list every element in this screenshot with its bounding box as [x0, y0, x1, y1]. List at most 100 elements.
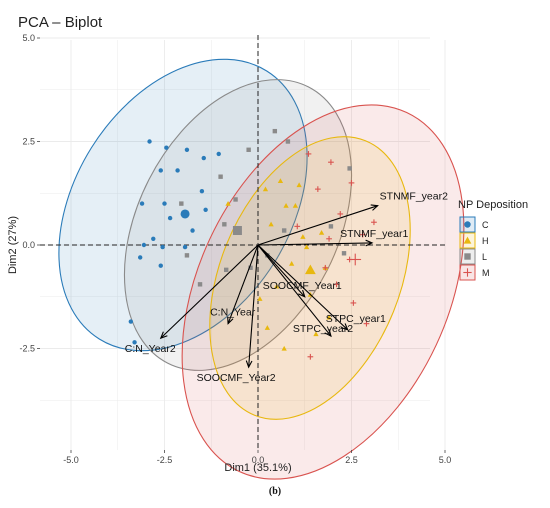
legend-marker-M	[463, 268, 472, 277]
arrowhead-STNMF_year1	[365, 239, 374, 247]
arrow-SOOCMF_Year2	[248, 244, 259, 368]
point-H	[264, 325, 270, 330]
ellipse-H	[209, 136, 411, 420]
centroid-H	[304, 264, 316, 275]
variable-label: STNMF_year1	[340, 228, 408, 240]
sample-points	[128, 128, 377, 360]
point-L	[233, 197, 238, 202]
point-C	[141, 242, 147, 248]
point-H	[313, 331, 319, 337]
legend-label-L: L	[482, 252, 487, 262]
x-tick-label: -5.0	[63, 455, 79, 465]
point-H	[289, 260, 295, 266]
point-L	[347, 166, 352, 171]
point-M	[333, 281, 340, 288]
point-L	[184, 253, 190, 258]
point-M	[307, 353, 314, 360]
point-L	[246, 147, 251, 152]
point-C	[201, 155, 206, 161]
point-C	[128, 319, 134, 324]
point-M	[363, 320, 370, 327]
arrow-STPC_year1	[257, 244, 349, 331]
x-axis-ticks: -5.0 -2.5 0.0 2.5 5.0	[63, 450, 451, 465]
arrow-C:N_Year2	[160, 244, 259, 339]
variable-label: SOOCMF_Year1	[263, 280, 342, 292]
x-tick-label: 2.5	[345, 455, 358, 465]
arrowhead-C:N_Year2	[159, 331, 168, 340]
x-tick-label: -2.5	[157, 455, 173, 465]
legend-label-H: H	[482, 236, 489, 246]
point-C	[139, 201, 145, 206]
y-axis-ticks: 5.0 2.5 0.0 -2.5	[19, 33, 40, 354]
centroid-C	[180, 209, 190, 219]
point-L	[285, 139, 291, 144]
legend-marker-H	[463, 236, 472, 244]
point-C	[158, 263, 163, 268]
variable-label: C:N_Year2	[125, 343, 176, 355]
arrowhead-SOOCMF_Year2	[245, 360, 253, 369]
legend-label-C: C	[482, 220, 489, 230]
y-tick-label: -2.5	[19, 344, 35, 354]
arrow-STNMF_year2	[257, 205, 378, 246]
point-M	[371, 219, 377, 226]
point-L	[222, 222, 227, 227]
point-M	[350, 300, 357, 306]
point-H	[296, 182, 302, 188]
arrow-STPC_year2	[257, 244, 332, 337]
arrow-SOOCMF_Year1	[257, 244, 306, 298]
point-L	[218, 174, 223, 179]
point-H	[257, 296, 263, 301]
legend-marker-L	[464, 253, 471, 260]
point-C	[158, 168, 163, 173]
point-H	[225, 200, 231, 206]
point-L	[248, 265, 253, 270]
point-C	[199, 188, 205, 194]
point-H	[262, 186, 269, 192]
point-C	[175, 168, 180, 173]
point-C	[147, 139, 152, 144]
point-H	[303, 244, 310, 250]
point-M	[322, 264, 329, 271]
x-axis-title: Dim1 (35.1%)	[224, 462, 291, 474]
point-H	[268, 221, 274, 227]
variable-label: STNMF_year2	[380, 191, 448, 203]
point-L	[272, 128, 278, 134]
point-H	[318, 229, 325, 235]
point-H	[300, 234, 306, 239]
point-L	[281, 228, 287, 233]
arrowhead-C:N_Year	[227, 316, 234, 325]
arrowhead-STPC_year1	[340, 323, 349, 331]
point-C	[137, 255, 143, 260]
chart-title: PCA – Biplot	[18, 14, 103, 31]
y-axis-title: Dim2 (27%)	[7, 216, 19, 274]
arrowhead-SOOCMF_Year1	[298, 289, 306, 298]
point-H	[277, 178, 284, 183]
point-L	[224, 267, 229, 273]
figure-caption: (b)	[269, 486, 281, 497]
legend-marker-C	[464, 221, 471, 228]
arrowhead-STPC_year2	[324, 329, 332, 338]
point-C	[182, 244, 188, 250]
point-L	[179, 201, 184, 206]
point-H	[274, 283, 280, 289]
point-C	[167, 215, 173, 221]
point-H	[292, 203, 299, 208]
y-tick-label: 2.5	[22, 137, 35, 147]
x-tick-label: 0.0	[252, 455, 265, 465]
variable-label: SOOCMF_Year2	[197, 372, 276, 384]
variable-label: C:N_Year	[210, 307, 256, 319]
arrowhead-STNMF_year2	[370, 204, 379, 211]
point-M	[294, 223, 301, 230]
variable-label: STPC_year1	[326, 313, 386, 325]
point-M	[326, 235, 332, 242]
point-M	[359, 231, 366, 238]
variable-arrows: STNMF_year2 STNMF_year1 SOOCMF_Year1 STPC_y…	[125, 191, 448, 384]
point-L	[341, 251, 347, 256]
point-C	[160, 244, 165, 250]
point-C	[164, 145, 169, 150]
reference-lines	[40, 35, 445, 450]
centroid-L	[232, 226, 242, 236]
y-tick-label: 5.0	[22, 33, 35, 43]
